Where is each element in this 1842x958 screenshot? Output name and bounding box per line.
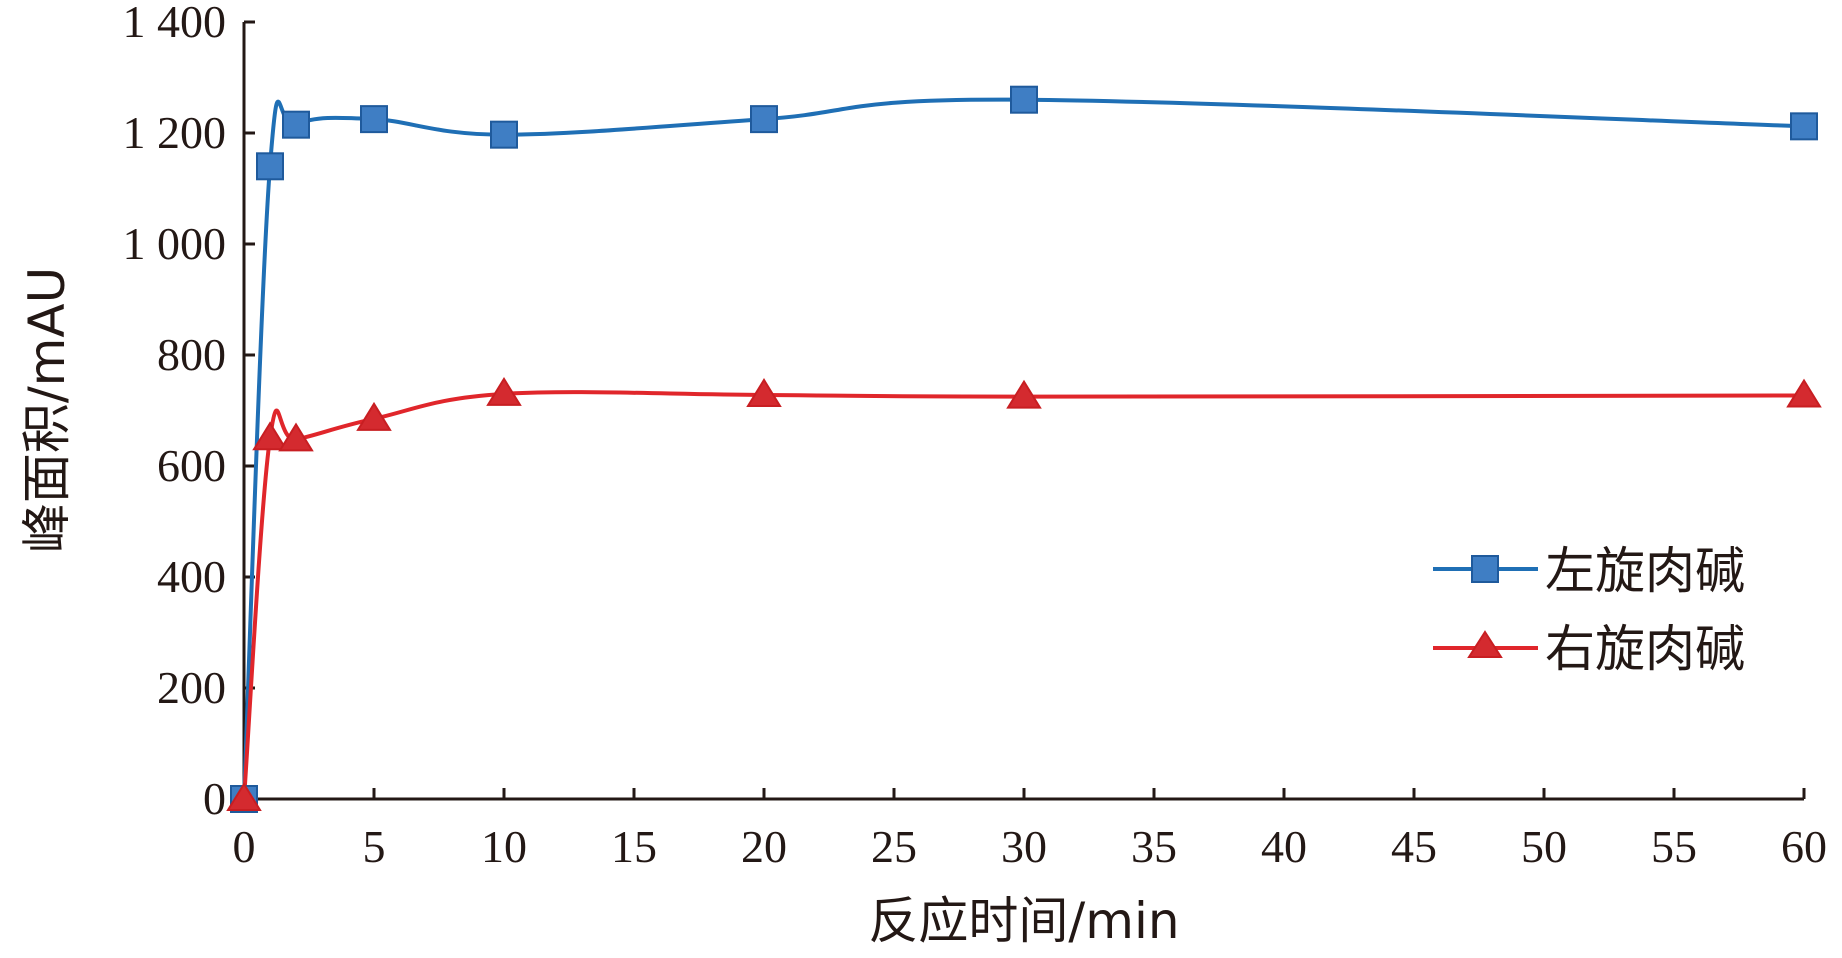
y-tick-label: 1 200 (123, 107, 227, 158)
axes (242, 22, 1804, 801)
legend-item-series-2: 右旋肉碱 (1433, 620, 1745, 678)
x-tick-label: 30 (1001, 821, 1047, 872)
legend-item-series-1: 左旋肉碱 (1433, 542, 1745, 600)
data-point-triangle (1786, 378, 1822, 408)
data-point-triangle (746, 378, 782, 407)
data-point-triangle (356, 401, 392, 431)
x-tick-label: 35 (1131, 821, 1177, 872)
x-tick-label: 10 (481, 821, 527, 872)
data-point-square (360, 105, 388, 134)
legend: 左旋肉碱 右旋肉碱 (1433, 542, 1745, 678)
x-tick-label: 55 (1651, 821, 1697, 872)
legend-marker-square (1471, 555, 1499, 583)
x-tick-label: 15 (611, 821, 657, 872)
data-point-triangle (278, 422, 314, 452)
y-axis-title: 峰面积/mAU (18, 267, 76, 553)
data-point-square (282, 110, 310, 139)
ticks (242, 20, 1806, 801)
y-tick-label: 1 000 (123, 218, 227, 269)
data-point-triangle (486, 376, 522, 406)
markers-layer (226, 85, 1822, 813)
legend-label-series-2: 右旋肉碱 (1545, 620, 1745, 678)
y-tick-label: 400 (157, 551, 226, 602)
x-tick-label: 40 (1261, 821, 1307, 872)
data-point-square (1010, 85, 1038, 114)
series-line-1 (242, 97, 1805, 800)
data-point-square (750, 105, 778, 134)
x-tick-label: 60 (1781, 821, 1827, 872)
data-point-triangle (252, 421, 288, 451)
x-tick-label: 45 (1391, 821, 1437, 872)
data-point-square (1790, 112, 1818, 141)
y-tick-label: 200 (157, 662, 226, 713)
x-tick-label: 20 (741, 821, 787, 872)
legend-label-series-1: 左旋肉碱 (1545, 542, 1745, 600)
x-tick-label: 25 (871, 821, 917, 872)
x-axis-title: 反应时间/min (868, 892, 1179, 950)
legend-marker-triangle (1467, 630, 1503, 658)
y-tick-label: 600 (157, 440, 226, 491)
x-tick-label: 50 (1521, 821, 1567, 872)
data-point-square (490, 120, 518, 149)
series-layer (242, 97, 1805, 800)
x-tick-label: 5 (363, 821, 386, 872)
data-point-square (256, 152, 284, 181)
data-point-triangle (226, 782, 262, 811)
data-point-triangle (1006, 379, 1042, 409)
y-tick-label: 1 400 (123, 0, 227, 47)
x-tick-label: 0 (233, 821, 256, 872)
y-tick-label: 0 (203, 773, 226, 824)
y-tick-label: 800 (157, 329, 226, 380)
